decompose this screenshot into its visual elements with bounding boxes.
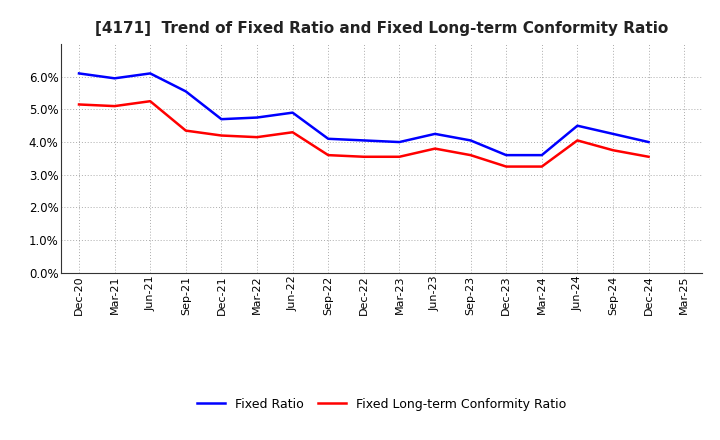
Fixed Long-term Conformity Ratio	[110, 103, 119, 109]
Fixed Long-term Conformity Ratio	[573, 138, 582, 143]
Fixed Long-term Conformity Ratio	[217, 133, 226, 138]
Fixed Long-term Conformity Ratio	[253, 135, 261, 140]
Fixed Long-term Conformity Ratio	[502, 164, 510, 169]
Fixed Ratio	[253, 115, 261, 120]
Fixed Ratio	[431, 131, 439, 136]
Fixed Ratio	[608, 131, 617, 136]
Fixed Ratio	[644, 139, 653, 145]
Fixed Ratio	[110, 76, 119, 81]
Fixed Long-term Conformity Ratio	[359, 154, 368, 159]
Fixed Ratio	[288, 110, 297, 115]
Fixed Ratio	[217, 117, 226, 122]
Fixed Long-term Conformity Ratio	[431, 146, 439, 151]
Fixed Ratio	[467, 138, 475, 143]
Fixed Long-term Conformity Ratio	[324, 153, 333, 158]
Fixed Ratio	[573, 123, 582, 128]
Fixed Ratio	[324, 136, 333, 141]
Line: Fixed Long-term Conformity Ratio: Fixed Long-term Conformity Ratio	[79, 101, 649, 167]
Fixed Long-term Conformity Ratio	[146, 99, 155, 104]
Fixed Ratio	[146, 71, 155, 76]
Fixed Long-term Conformity Ratio	[395, 154, 404, 159]
Fixed Long-term Conformity Ratio	[181, 128, 190, 133]
Fixed Long-term Conformity Ratio	[644, 154, 653, 159]
Fixed Long-term Conformity Ratio	[608, 147, 617, 153]
Title: [4171]  Trend of Fixed Ratio and Fixed Long-term Conformity Ratio: [4171] Trend of Fixed Ratio and Fixed Lo…	[95, 21, 668, 36]
Fixed Long-term Conformity Ratio	[467, 153, 475, 158]
Fixed Long-term Conformity Ratio	[537, 164, 546, 169]
Fixed Long-term Conformity Ratio	[288, 130, 297, 135]
Fixed Long-term Conformity Ratio	[75, 102, 84, 107]
Legend: Fixed Ratio, Fixed Long-term Conformity Ratio: Fixed Ratio, Fixed Long-term Conformity …	[197, 398, 566, 411]
Line: Fixed Ratio: Fixed Ratio	[79, 73, 649, 155]
Fixed Ratio	[395, 139, 404, 145]
Fixed Ratio	[359, 138, 368, 143]
Fixed Ratio	[537, 153, 546, 158]
Fixed Ratio	[75, 71, 84, 76]
Fixed Ratio	[181, 89, 190, 94]
Fixed Ratio	[502, 153, 510, 158]
